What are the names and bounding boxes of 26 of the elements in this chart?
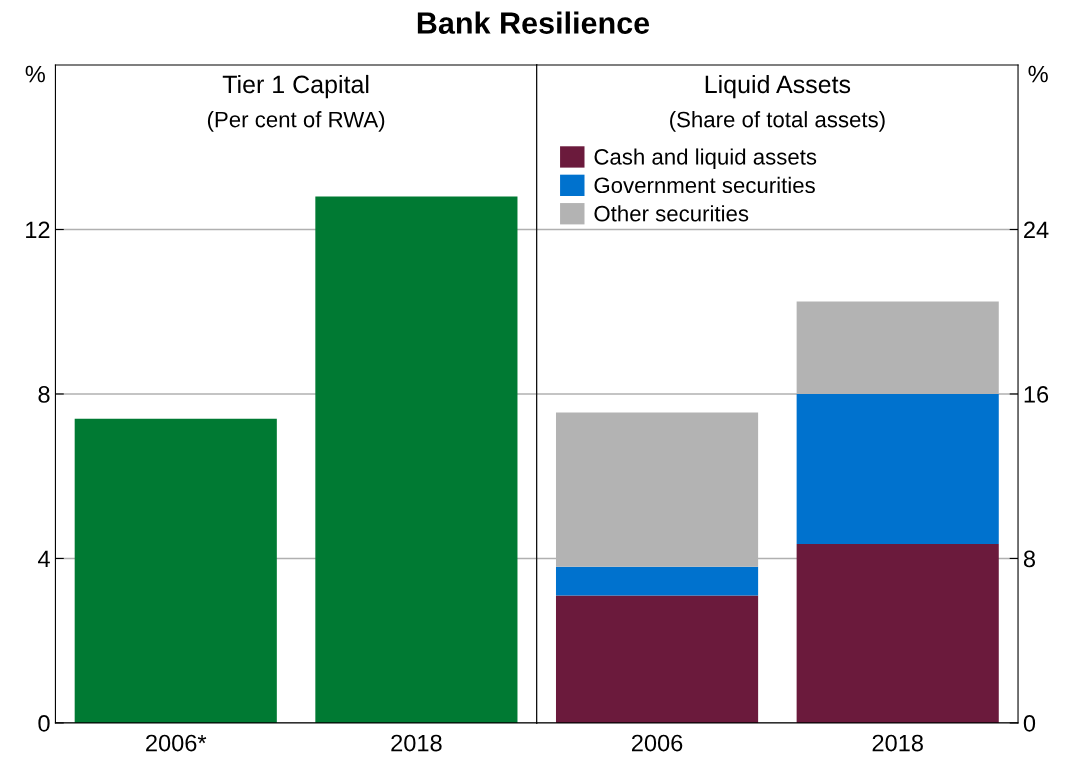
y-tick-label: 16 [1024, 386, 1049, 403]
y-tick-label: 8 [1023, 550, 1035, 568]
y-tick-label: 0 [38, 714, 50, 732]
legend-label: Government securities [594, 176, 815, 194]
legend-label: Other securities [594, 205, 749, 222]
x-tick-label: 2018 [391, 734, 442, 752]
chart-title: Liquid Assets [705, 74, 851, 99]
legend-label: Cash and liquid assets [594, 148, 817, 170]
bar [555, 566, 759, 596]
y-tick-label: 0 [1023, 714, 1036, 732]
y-tick-label: 24 [1024, 221, 1049, 239]
y-tick-label: 12 [26, 221, 50, 239]
chart-title: Tier 1 Capital [222, 74, 369, 99]
text: Bank Resilience [417, 11, 650, 34]
text: (Per cent of RWA) [207, 111, 385, 132]
y-axis-title: % [1028, 65, 1048, 83]
x-tick-label: 2018 [872, 734, 923, 752]
x-tick-label: 2006 [631, 734, 683, 752]
x-tick-label: 2006* [146, 734, 207, 752]
bar [796, 393, 999, 545]
text: (Share of total assets) [670, 111, 885, 132]
bar [555, 595, 759, 723]
y-tick-label: 8 [38, 386, 50, 403]
y-tick-label: 4 [37, 550, 50, 568]
y-axis-title: % [25, 65, 45, 83]
bar [796, 544, 999, 723]
